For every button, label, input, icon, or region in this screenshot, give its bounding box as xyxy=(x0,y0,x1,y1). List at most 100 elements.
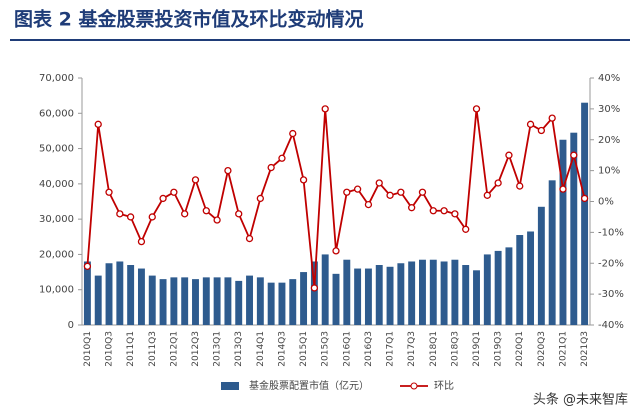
bar xyxy=(548,180,556,325)
x-tick-label: 2019Q1 xyxy=(472,331,482,367)
x-tick-label: 2015Q1 xyxy=(299,331,309,367)
bar xyxy=(354,268,362,325)
bar xyxy=(83,261,91,325)
line-marker xyxy=(148,213,156,221)
bar xyxy=(192,279,199,325)
bar xyxy=(397,263,405,325)
bar xyxy=(310,261,318,325)
bar xyxy=(235,280,243,325)
line-marker xyxy=(224,166,232,175)
line-marker xyxy=(94,120,102,128)
y2-tick-label: 0% xyxy=(598,197,614,208)
line-marker xyxy=(580,194,589,203)
bar xyxy=(127,265,135,325)
x-tick-label: 2013Q1 xyxy=(213,331,223,367)
bar xyxy=(105,263,113,325)
x-tick-label: 2014Q1 xyxy=(256,331,266,367)
line-marker xyxy=(116,210,124,218)
line-marker xyxy=(418,188,427,196)
line-marker xyxy=(332,247,340,255)
bar xyxy=(473,270,480,325)
x-tick-label: 2021Q1 xyxy=(558,331,568,367)
y-tick-label: 60,000 xyxy=(39,108,74,119)
x-tick-label: 2020Q1 xyxy=(515,331,525,367)
bar xyxy=(159,279,167,325)
bar xyxy=(581,102,589,325)
y-tick-label: 50,000 xyxy=(39,144,74,155)
line-marker xyxy=(321,105,329,113)
x-tick-label: 2013Q3 xyxy=(234,331,244,367)
bar xyxy=(170,277,178,325)
x-tick-label: 2016Q3 xyxy=(364,331,374,367)
line-marker xyxy=(397,188,405,196)
bar xyxy=(278,282,286,325)
y-tick-label: 0 xyxy=(68,320,74,331)
bar xyxy=(94,275,102,325)
line-marker xyxy=(440,207,448,215)
line-marker xyxy=(343,188,351,196)
bar xyxy=(494,250,502,325)
x-tick-label: 2010Q3 xyxy=(105,331,115,367)
line-marker xyxy=(213,216,221,224)
y-tick-label: 70,000 xyxy=(39,73,74,84)
bar xyxy=(202,277,210,325)
legend-swatch xyxy=(221,382,239,390)
bar xyxy=(537,206,545,325)
legend-label: 环比 xyxy=(434,380,454,392)
bar xyxy=(364,268,372,325)
chart-title: 图表 2 基金股票投资市值及环比变动情况 xyxy=(14,8,363,31)
x-tick-label: 2019Q3 xyxy=(494,331,504,367)
line-marker xyxy=(429,207,437,215)
line-marker xyxy=(126,213,135,221)
bar xyxy=(429,259,437,325)
line-marker xyxy=(375,179,383,187)
x-tick-label: 2011Q1 xyxy=(126,331,136,367)
bar xyxy=(300,272,308,325)
y-tick-label: 30,000 xyxy=(39,214,74,225)
bar xyxy=(116,261,124,325)
bar xyxy=(408,261,416,325)
y2-tick-label: 10% xyxy=(598,166,620,177)
x-tick-label: 2012Q1 xyxy=(169,331,179,367)
bar xyxy=(137,268,145,325)
x-tick-label: 2012Q3 xyxy=(191,331,201,367)
legend-label: 基金股票配置市值（亿元） xyxy=(249,379,369,392)
bar xyxy=(440,261,448,325)
bar xyxy=(570,132,578,325)
line-marker xyxy=(299,176,308,184)
x-tick-label: 2010Q1 xyxy=(83,331,93,367)
bar xyxy=(462,265,470,325)
line-marker xyxy=(408,204,416,212)
bar xyxy=(505,247,513,325)
y2-tick-label: -40% xyxy=(598,320,624,331)
line-marker xyxy=(537,126,546,135)
bar xyxy=(332,273,340,325)
x-tick-label: 2020Q3 xyxy=(537,331,547,367)
line-marker xyxy=(483,191,491,199)
x-tick-label: 2014Q3 xyxy=(277,331,287,367)
bar xyxy=(321,254,329,325)
x-tick-label: 2018Q1 xyxy=(429,331,439,367)
bar xyxy=(483,254,491,325)
line-marker xyxy=(105,188,113,196)
line-marker xyxy=(202,207,210,215)
x-tick-label: 2017Q3 xyxy=(407,331,417,367)
line-marker xyxy=(353,185,362,193)
bar xyxy=(289,279,297,325)
y-tick-label: 40,000 xyxy=(39,179,74,190)
line-marker xyxy=(181,210,189,218)
bar xyxy=(148,275,156,325)
line-marker xyxy=(159,194,167,203)
bar xyxy=(386,266,394,325)
bar xyxy=(181,277,189,325)
line-marker xyxy=(451,210,459,218)
line-marker xyxy=(494,179,502,187)
bar xyxy=(375,265,383,325)
line-marker xyxy=(559,185,567,193)
line-marker xyxy=(267,163,275,172)
line-marker xyxy=(310,284,319,292)
x-tick-label: 2011Q3 xyxy=(148,331,158,367)
y2-tick-label: 40% xyxy=(598,73,620,84)
bar xyxy=(267,282,275,325)
